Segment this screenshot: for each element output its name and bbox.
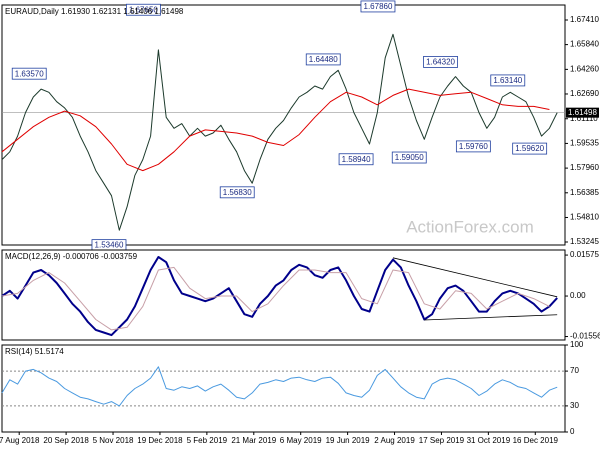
- price-label: 1.67860: [364, 2, 393, 11]
- price-label-box: [455, 140, 491, 153]
- x-tick-label: 2 Aug 2019: [374, 436, 415, 445]
- price-label-box: [11, 67, 47, 80]
- price-label: 1.67650: [129, 5, 158, 14]
- price-label: 1.59620: [515, 144, 544, 153]
- series-line: [1, 366, 558, 407]
- y-tick-label: 1.64260: [570, 64, 599, 73]
- trendline: [424, 314, 558, 321]
- price-label-box: [338, 153, 374, 166]
- y-tick-label: 1.65840: [570, 40, 599, 49]
- price-label-box: [305, 53, 341, 66]
- x-tick-label: 16 Dec 2019: [513, 436, 559, 445]
- x-tick-label: 19 Dec 2018: [137, 436, 183, 445]
- x-tick-label: 20 Sep 2018: [43, 436, 89, 445]
- y-tick-label: 1.57960: [570, 163, 599, 172]
- y-tick-label: 1.54810: [570, 213, 599, 222]
- y-tick-label: 1.56385: [570, 188, 599, 197]
- panel-title: EURAUD,Daily 1.61930 1.62131 1.61406 1.6…: [5, 7, 184, 16]
- y-tick-label: 0.01575: [570, 250, 599, 259]
- y-tick-label: 1.67410: [570, 15, 599, 24]
- y-tick-label: -0.015568: [570, 332, 600, 341]
- y-tick-label: 0.00: [570, 291, 586, 300]
- panel-title: RSI(14) 51.5174: [5, 347, 64, 356]
- last-price-label: 1.61498: [568, 108, 597, 117]
- y-tick-label: 70: [570, 366, 579, 375]
- y-tick-label: 100: [570, 340, 584, 349]
- y-tick-label: 30: [570, 401, 579, 410]
- x-tick-label: 7 Aug 2018: [0, 436, 40, 445]
- y-tick-label: 1.59535: [570, 139, 599, 148]
- price-label-box: [423, 56, 458, 68]
- series-line: [1, 266, 550, 331]
- panel-border: [1, 344, 566, 433]
- panel-border: [1, 4, 566, 246]
- y-tick-label: 1.53245: [570, 237, 599, 246]
- price-label-box: [391, 151, 427, 164]
- y-tick-label: 1.61110: [570, 114, 598, 123]
- x-tick-label: 6 May 2019: [280, 436, 322, 445]
- price-label: 1.59050: [395, 153, 424, 162]
- series-line: [1, 33, 558, 231]
- price-label-box: [512, 142, 548, 155]
- price-label: 1.64480: [309, 55, 338, 64]
- price-label: 1.59760: [459, 142, 488, 151]
- price-label-box: [360, 0, 396, 13]
- x-tick-label: 31 Oct 2019: [467, 436, 511, 445]
- price-label-box: [490, 74, 526, 87]
- watermark: ActionForex.com: [406, 217, 534, 236]
- price-label-box: [219, 186, 255, 199]
- price-label: 1.64320: [426, 58, 455, 67]
- panel-border: [1, 249, 566, 341]
- y-tick-label: 0: [570, 427, 575, 436]
- price-label: 1.56830: [223, 188, 252, 197]
- y-tick-label: 1.62690: [570, 89, 599, 98]
- x-tick-label: 5 Feb 2019: [187, 436, 228, 445]
- x-tick-label: 21 Mar 2019: [231, 436, 276, 445]
- x-tick-label: 5 Nov 2018: [93, 436, 134, 445]
- x-tick-label: 19 Jun 2019: [326, 436, 371, 445]
- price-label: 1.58940: [342, 155, 371, 164]
- price-label-box: [125, 3, 161, 16]
- series-line: [1, 88, 550, 172]
- x-tick-label: 17 Sep 2019: [419, 436, 465, 445]
- panel-title: MACD(12,26,9) -0.000706 -0.003759: [5, 252, 138, 261]
- price-label: 1.63570: [15, 69, 44, 78]
- trendline: [392, 257, 558, 298]
- last-price-box: [566, 107, 599, 118]
- price-label: 1.53460: [95, 241, 124, 250]
- price-label: 1.63140: [493, 76, 522, 85]
